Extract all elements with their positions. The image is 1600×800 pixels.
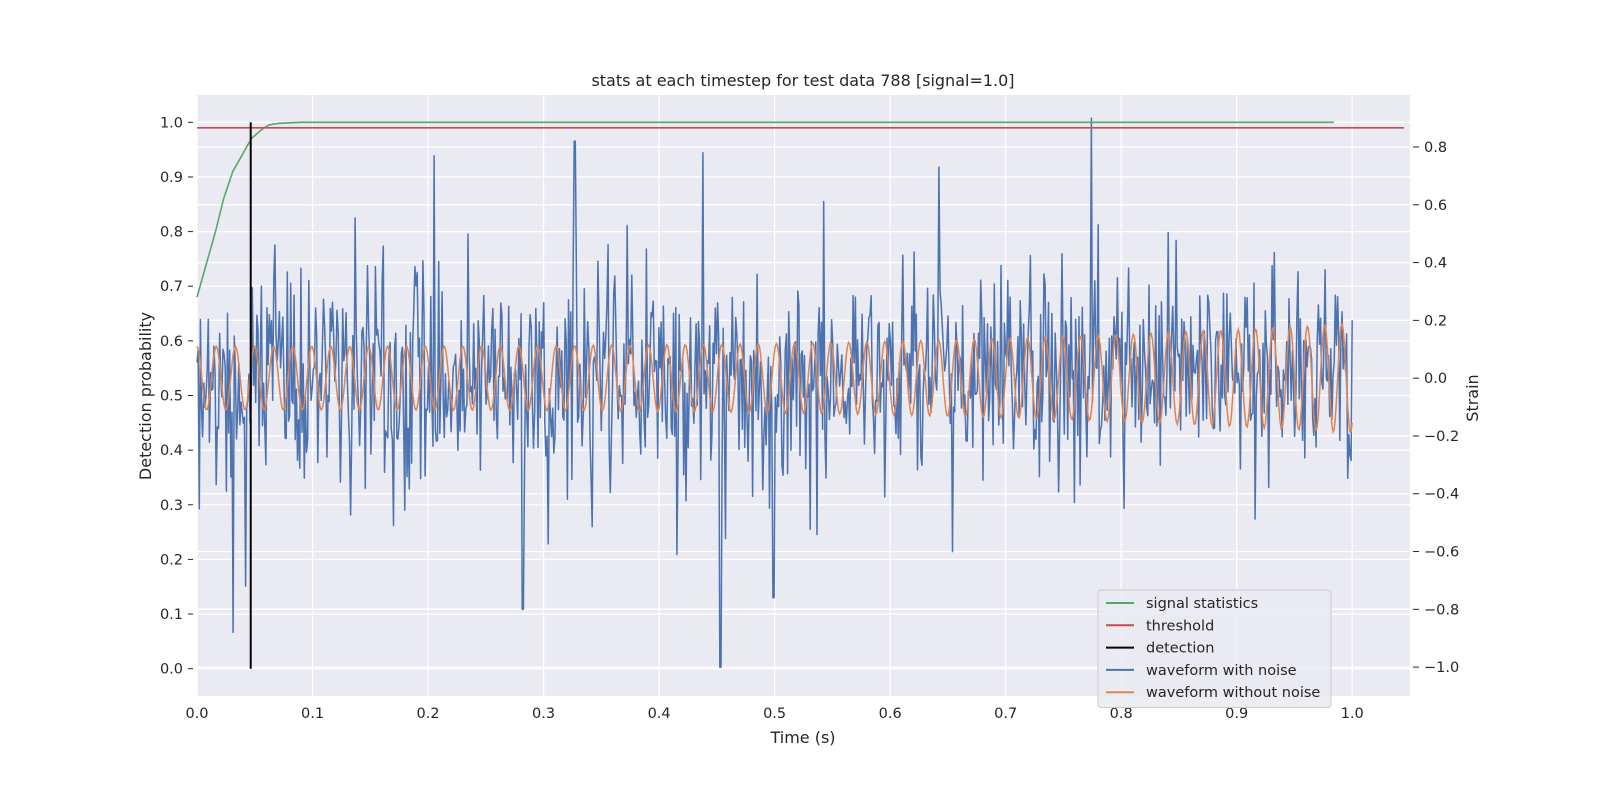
x-tick-label: 0.6 [879,706,902,722]
y2-tick-label: 0.4 [1424,256,1447,272]
x-axis-label: Time (s) [769,728,835,747]
y-tick-label: 0.1 [160,607,183,623]
y-tick-label: 0.6 [160,334,183,350]
series-waveform-without-noise [196,321,1353,435]
legend-label: signal statistics [1146,596,1258,612]
x-tick-label: 1.0 [1341,706,1364,722]
y-tick-label: 1.0 [160,115,183,131]
y2-tick-label: −0.6 [1424,545,1459,561]
series-layer [196,117,1405,669]
y2-tick-label: 0.6 [1424,198,1447,214]
y-tick-label: 0.5 [160,389,183,405]
y-tick-label: 0.0 [160,662,183,678]
y-tick-label: 0.3 [160,498,183,514]
x-tick-label: 0.3 [532,706,555,722]
x-tick-label: 0.1 [301,706,324,722]
y-tick-label: 0.8 [160,225,183,241]
y2-axis-label: Strain [1463,374,1482,421]
series-waveform-with-noise [196,117,1353,668]
y-tick-label: 0.2 [160,552,183,568]
y2-tick-label: −0.8 [1424,602,1459,618]
x-tick-label: 0.8 [1110,706,1133,722]
y-axis-ticks: 0.0 0.1 0.2 0.3 0.4 0.5 0.6 0.7 0.8 0.9 1.0 [160,115,193,678]
x-tick-label: 0.9 [1225,706,1248,722]
y-tick-label: 0.4 [160,443,183,459]
y2-tick-label: −0.4 [1424,487,1459,503]
legend-label: waveform without noise [1146,685,1320,701]
y2-tick-label: −0.2 [1424,429,1459,445]
y2-tick-label: −1.0 [1424,660,1459,676]
x-axis-ticks: 0.0 0.1 0.2 0.3 0.4 0.5 0.6 0.7 0.8 0.9 1.0 [185,706,1363,722]
x-tick-label: 0.4 [648,706,671,722]
legend-label: threshold [1146,618,1214,634]
legend-label: waveform with noise [1146,663,1297,679]
chart-title: stats at each timestep for test data 788… [591,71,1014,90]
y2-tick-label: 0.2 [1424,313,1447,329]
y-tick-label: 0.9 [160,170,183,186]
y-axis-label: Detection probability [136,312,155,480]
y-tick-label: 0.7 [160,279,183,295]
x-tick-label: 0.2 [417,706,440,722]
x-tick-label: 0.0 [185,706,208,722]
x-tick-label: 0.5 [763,706,786,722]
y2-tick-label: 0.0 [1424,371,1447,387]
series-signal-statistics [196,121,1334,298]
legend-box [1097,589,1332,708]
y2-axis-ticks: −1.0 −0.8 −0.6 −0.4 −0.2 0.0 0.2 0.4 0.6 0.8 [1413,140,1459,676]
y2-tick-label: 0.8 [1424,140,1447,156]
x-tick-label: 0.7 [994,706,1017,722]
legend-label: detection [1146,641,1214,657]
legend: signal statistics threshold detection wavef… [1097,589,1332,708]
